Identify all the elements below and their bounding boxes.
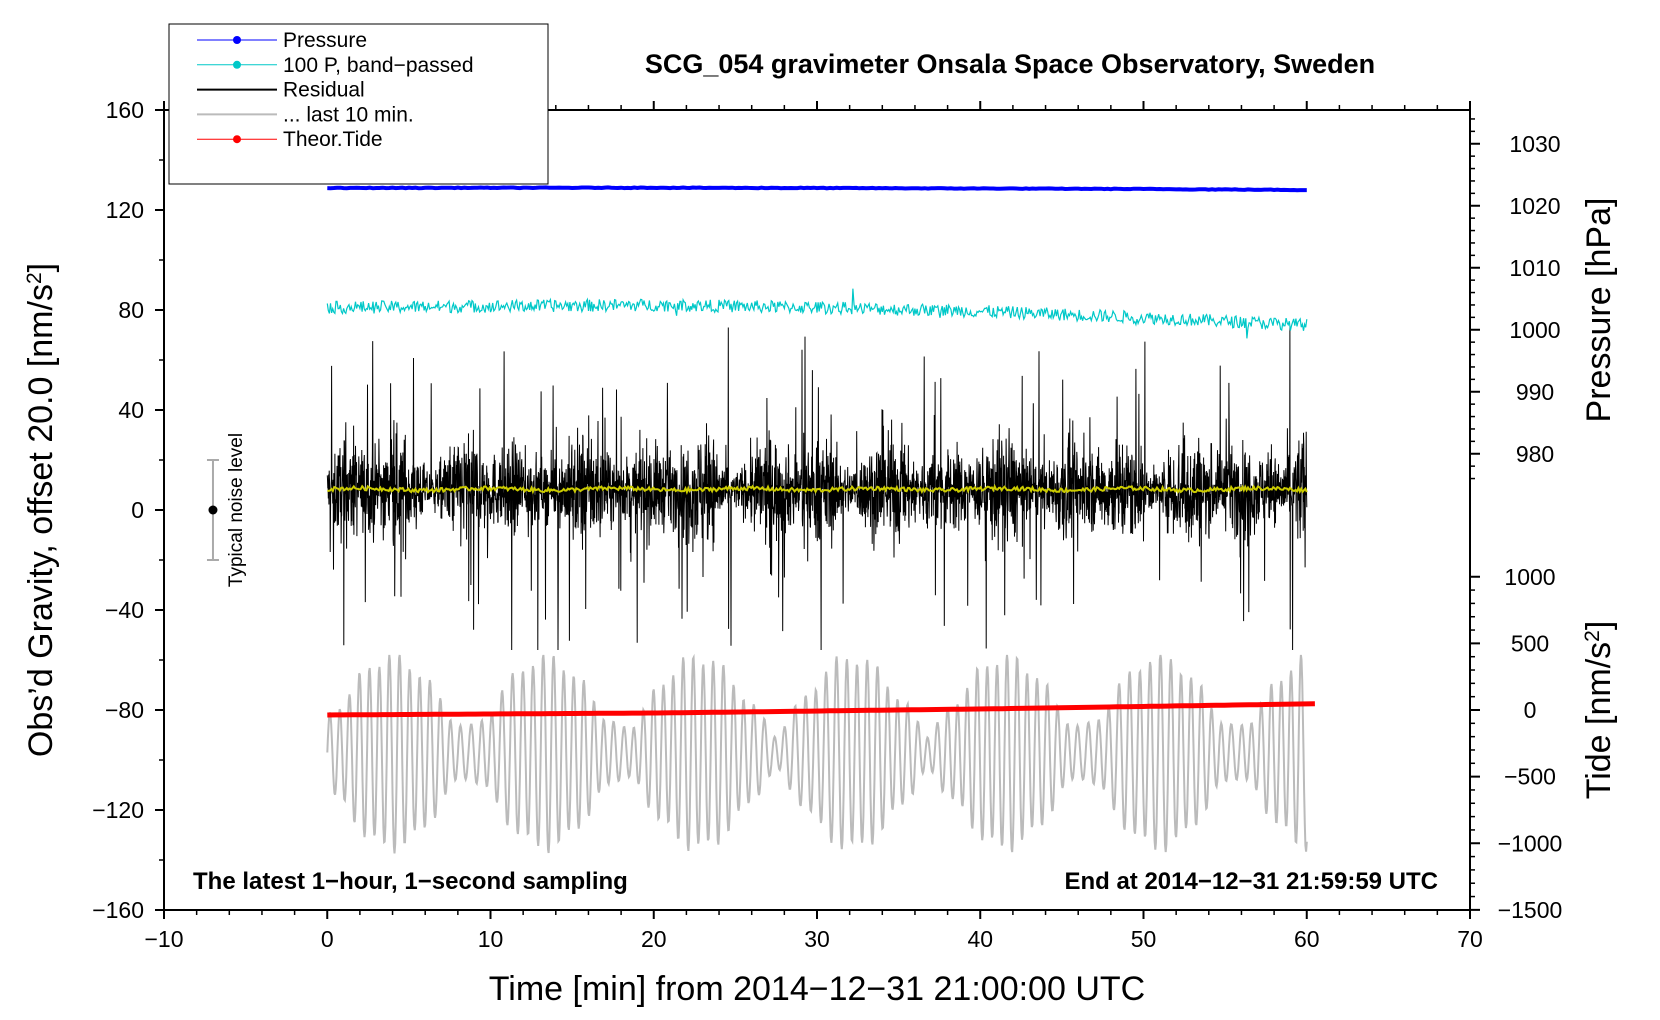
series-theor-tide: [327, 701, 1315, 718]
tide-tick-label: 1000: [1504, 564, 1555, 590]
legend-marker: [233, 60, 241, 69]
y-axis-left-title-base: Obs’d Gravity, offset 20.0 [nm/s: [22, 284, 60, 757]
noise-bar-center: [208, 505, 218, 515]
legend-label: Residual: [283, 79, 365, 102]
y-tick-label: −40: [105, 597, 144, 623]
x-axis-title: Time [min] from 2014−12−31 21:00:00 UTC: [489, 970, 1145, 1008]
legend-label: 100 P, band−passed: [283, 54, 474, 77]
y-axis-tide-title-sup: 2: [1581, 630, 1604, 642]
legend-label: ... last 10 min.: [283, 103, 414, 126]
series-residual-mean: [327, 483, 1308, 496]
x-tick-label: 20: [641, 926, 667, 952]
pressure-tick-label: 1000: [1509, 317, 1560, 343]
pressure-tick-label: 980: [1516, 441, 1554, 467]
y-axis-tide-title-suffix: ]: [1580, 621, 1618, 630]
noise-bar-label: Typical noise level: [226, 433, 247, 587]
legend-marker: [233, 36, 241, 44]
y-axis-tide: −1500 −1000 −500 0 500 1000: [1470, 564, 1562, 923]
series-pressure: [327, 185, 1307, 193]
y-axis-left-title-sup: 2: [23, 272, 46, 284]
tide-tick-label: −500: [1504, 764, 1556, 790]
y-tick-label: 0: [131, 497, 144, 523]
y-tick-label: −80: [105, 697, 144, 723]
note-left: The latest 1−hour, 1−second sampling: [193, 868, 628, 895]
pressure-tick-label: 1030: [1509, 131, 1560, 157]
tide-tick-label: 0: [1524, 697, 1537, 723]
legend-label: Theor.Tide: [283, 128, 383, 151]
pressure-tick-label: 1010: [1509, 255, 1560, 281]
x-tick-label: 60: [1294, 926, 1320, 952]
y-tick-label: 160: [106, 97, 144, 123]
series-layer: [326, 185, 1315, 854]
x-tick-label: 0: [321, 926, 334, 952]
y-axis-tide-title: Tide [nm/s2]: [1580, 621, 1618, 800]
y-axis-pressure-title: Pressure [hPa]: [1580, 198, 1618, 423]
x-tick-label: −10: [144, 926, 183, 952]
y-tick-label: −160: [92, 897, 144, 923]
tide-tick-label: −1000: [1498, 830, 1563, 856]
noise-bar: [206, 459, 219, 561]
legend-label: Pressure: [283, 29, 367, 52]
y-axis-pressure: 980 990 1000 1010 1020 1030: [1470, 118, 1561, 480]
x-tick-label: 40: [967, 926, 993, 952]
note-right: End at 2014−12−31 21:59:59 UTC: [1064, 868, 1438, 895]
x-tick-label: 50: [1131, 926, 1157, 952]
series-last-10-min: [326, 653, 1308, 854]
y-axis-left-title: Obs’d Gravity, offset 20.0 [nm/s2]: [22, 263, 60, 757]
series-residual: [326, 327, 1308, 651]
x-tick-label: 30: [804, 926, 830, 952]
y-tick-label: 40: [118, 397, 144, 423]
y-axis-tide-title-base: Tide [nm/s: [1580, 642, 1618, 799]
pressure-tick-label: 1020: [1509, 193, 1560, 219]
x-axis: −10 0 10 20 30 40 50 60 70: [144, 101, 1483, 952]
x-tick-label: 10: [478, 926, 504, 952]
legend-box: [168, 23, 549, 185]
y-tick-label: 120: [106, 197, 144, 223]
x-tick-label: 70: [1457, 926, 1483, 952]
tide-tick-label: 500: [1511, 630, 1549, 656]
y-tick-label: 80: [118, 297, 144, 323]
chart-title: SCG_054 gravimeter Onsala Space Observat…: [645, 49, 1375, 79]
pressure-tick-label: 990: [1516, 379, 1554, 405]
y-tick-label: −120: [92, 797, 144, 823]
tide-tick-label: −1500: [1498, 897, 1563, 923]
y-axis-left-title-suffix: ]: [22, 263, 60, 272]
legend-marker: [233, 135, 241, 144]
y-axis-left: −160 −120 −80 −40 0 40 80 120 160: [92, 97, 164, 923]
series-band-passed-pressure: [326, 288, 1308, 339]
